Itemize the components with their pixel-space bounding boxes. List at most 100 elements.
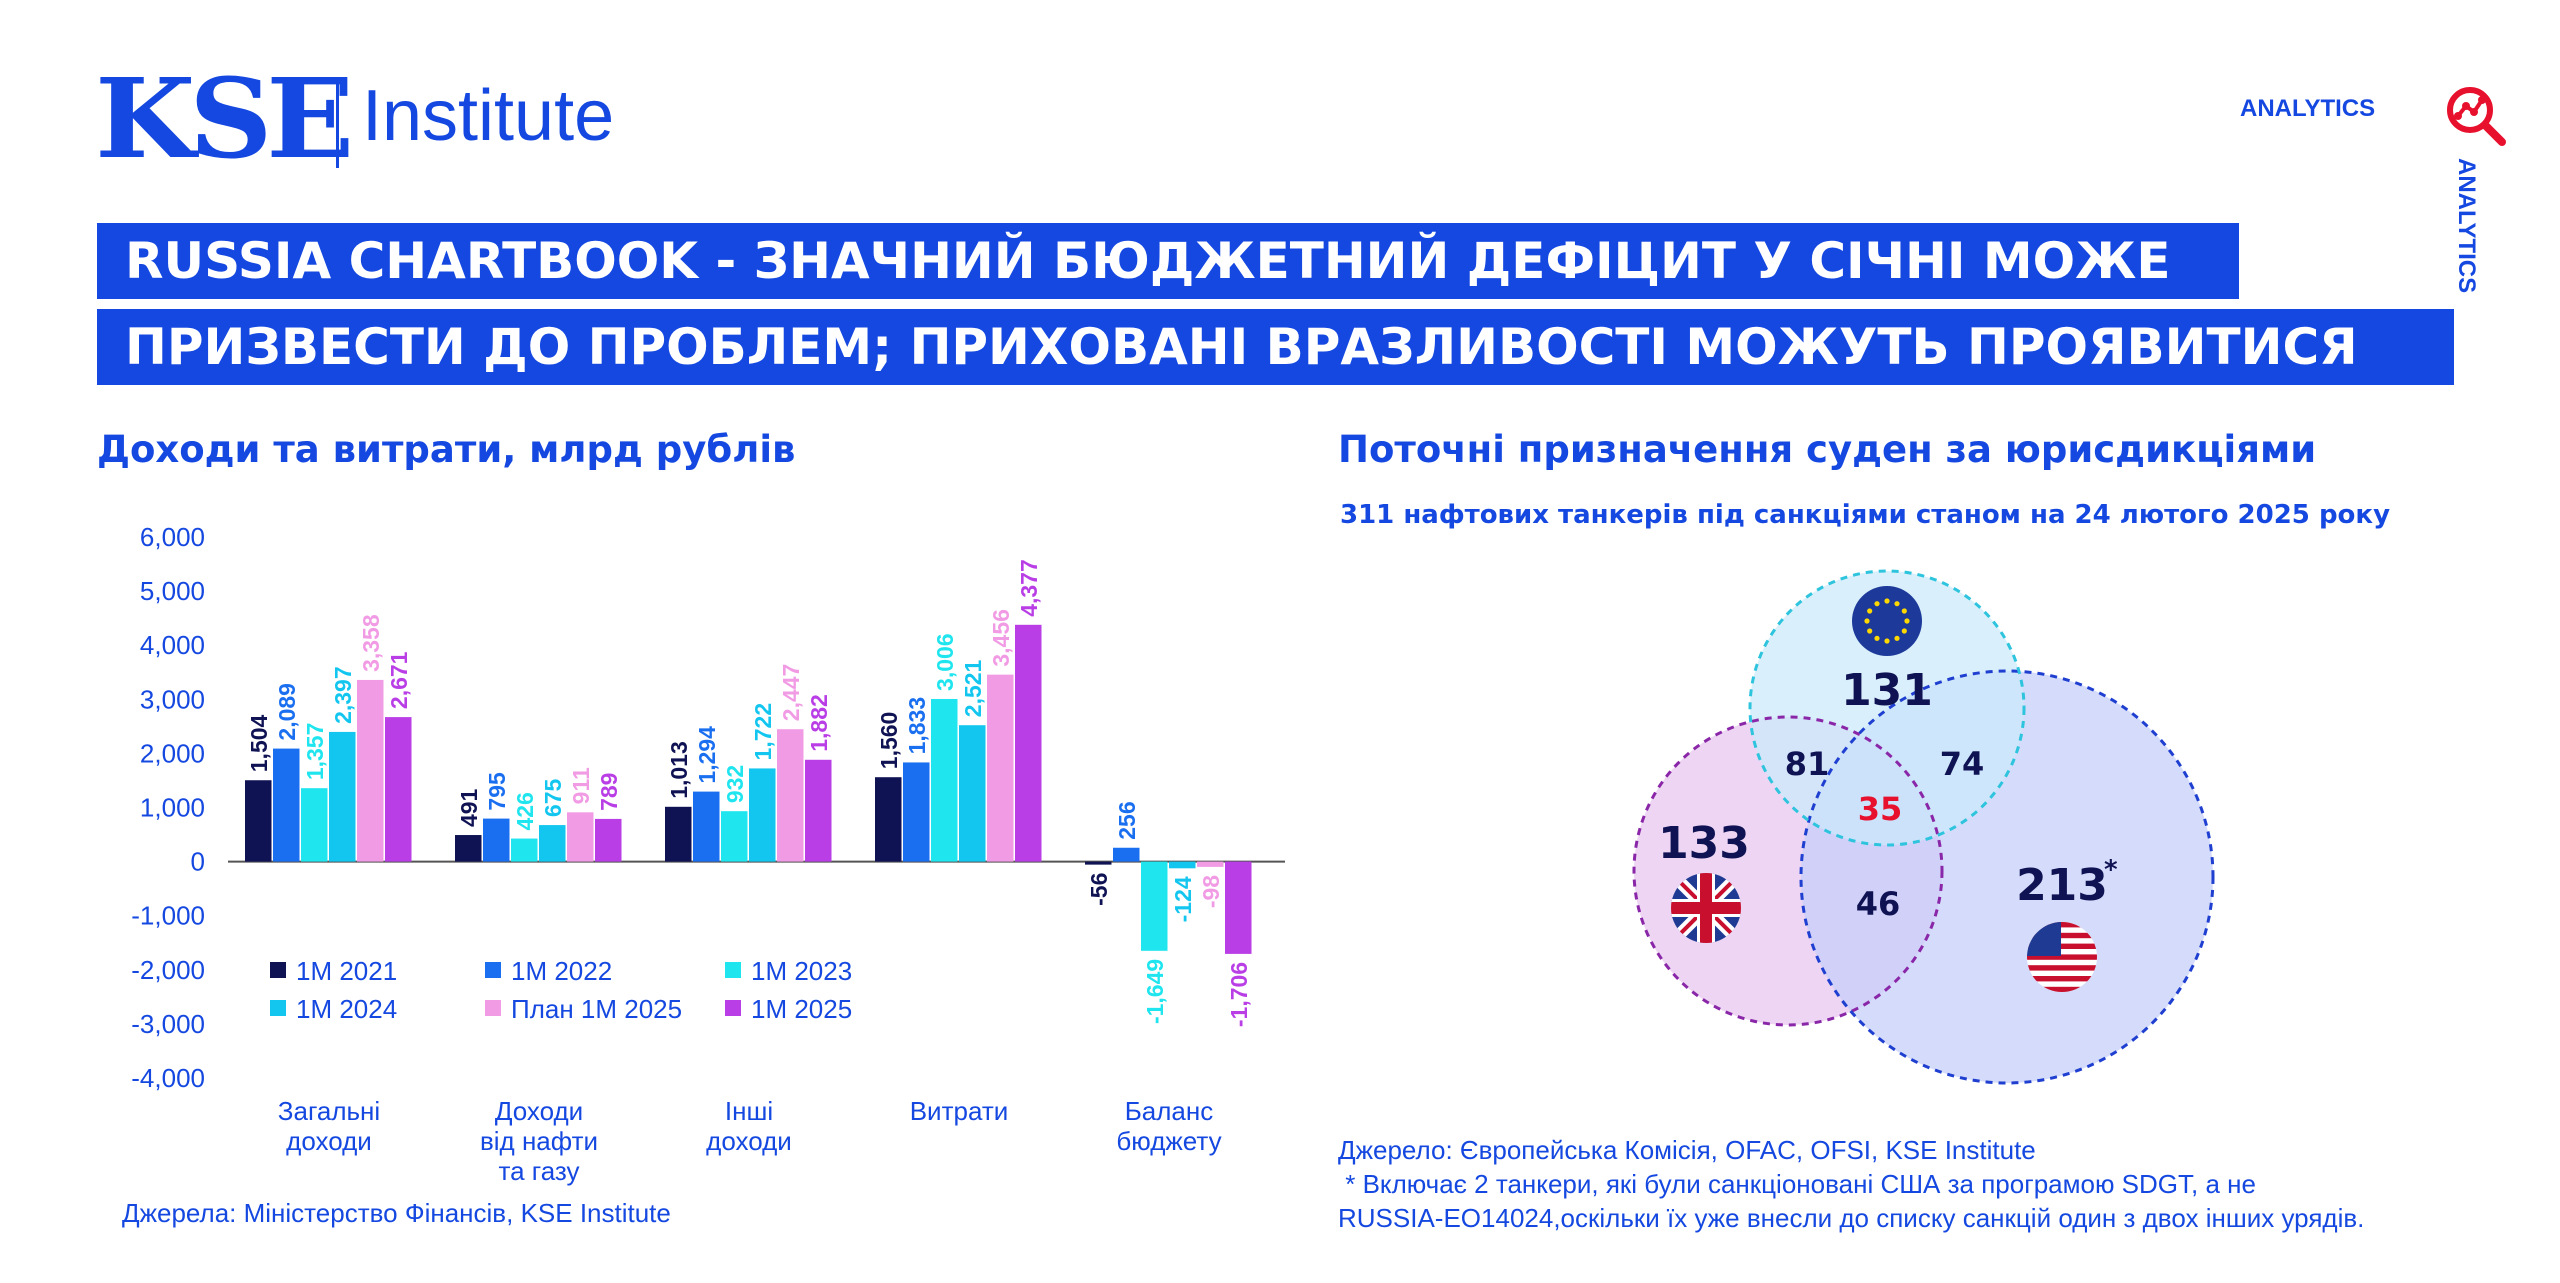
bar xyxy=(567,812,594,862)
bar xyxy=(385,717,412,862)
eu-flag-star xyxy=(1864,618,1870,624)
category-label: доходи xyxy=(286,1126,372,1156)
data-label: -98 xyxy=(1198,875,1224,908)
eu-flag-star xyxy=(1904,618,1910,624)
logo-divider xyxy=(336,80,339,168)
data-label: 932 xyxy=(722,765,748,803)
bar xyxy=(329,731,356,862)
category-label: Доходи xyxy=(495,1096,583,1126)
analytics-magnifier-icon xyxy=(2447,87,2506,146)
analytics-label: ANALYTICS xyxy=(2240,95,2376,122)
venn-us-count: 213 xyxy=(2016,860,2108,911)
venn-intersection-value: 81 xyxy=(1785,745,1830,783)
data-label: 491 xyxy=(456,788,482,827)
data-label: -1,649 xyxy=(1142,959,1168,1024)
y-tick-label: -4,000 xyxy=(131,1063,205,1093)
category-label: Баланс xyxy=(1125,1096,1214,1126)
eu-flag-star xyxy=(1884,598,1890,604)
venn-circle-eu xyxy=(1750,571,2024,845)
bar xyxy=(987,674,1014,862)
venn-subtitle: 311 нафтових танкерів під санкціями стан… xyxy=(1340,500,2391,530)
data-label: 4,377 xyxy=(1016,559,1042,617)
venn-chart-title: Поточні призначення суден за юрисдикціям… xyxy=(1338,428,2317,471)
venn-diagram: 131 133 213* 81 74 46 35 xyxy=(1632,569,2215,1085)
bar xyxy=(1113,847,1140,862)
legend-swatch xyxy=(725,1000,741,1016)
bar xyxy=(875,777,902,862)
venn-footnote-line: RUSSIA-EO14024,оскільки їх уже внесли до… xyxy=(1338,1203,2365,1233)
eu-flag-star xyxy=(1867,628,1873,634)
bar xyxy=(1197,861,1224,867)
data-label: -1,706 xyxy=(1226,962,1252,1027)
bar-chart-title: Доходи та витрати, млрд рублів xyxy=(97,428,796,471)
data-label: 2,521 xyxy=(960,659,986,717)
data-label: 426 xyxy=(512,792,538,830)
bar xyxy=(357,679,384,862)
venn-source-line: Джерело: Європейська Комісія, OFAC, OFSI… xyxy=(1338,1135,2036,1165)
bar xyxy=(1085,861,1112,865)
y-tick-label: -1,000 xyxy=(131,901,205,931)
y-tick-label: 6,000 xyxy=(140,522,205,552)
data-label: 2,397 xyxy=(330,666,356,724)
legend-swatch xyxy=(270,1000,286,1016)
category-label: та газу xyxy=(498,1156,579,1186)
venn-footnote-line: * Включає 2 танкери, які були санкціонов… xyxy=(1338,1169,2256,1199)
eu-flag-star xyxy=(1874,601,1880,607)
legend-swatch xyxy=(485,1000,501,1016)
bar xyxy=(959,725,986,862)
y-tick-label: 4,000 xyxy=(140,630,205,660)
y-tick-label: -3,000 xyxy=(131,1009,205,1039)
data-label: 1,357 xyxy=(302,723,328,781)
page-title-line-1: RUSSIA CHARTBOOK - ЗНАЧНИЙ БЮДЖЕТНИЙ ДЕФ… xyxy=(97,223,2239,299)
category-label: від нафти xyxy=(480,1126,598,1156)
bar xyxy=(301,788,328,862)
data-label: 2,671 xyxy=(386,651,412,709)
data-label: 1,882 xyxy=(806,694,832,752)
bar xyxy=(665,806,692,862)
eu-flag-disc xyxy=(1852,586,1922,656)
bar xyxy=(455,835,482,862)
category-label: Загальні xyxy=(278,1096,380,1126)
y-tick-label: 1,000 xyxy=(140,793,205,823)
data-label: 1,833 xyxy=(904,697,930,755)
y-tick-label: 0 xyxy=(191,847,205,877)
venn-source-notes: Джерело: Європейська Комісія, OFAC, OFSI… xyxy=(1338,1133,2364,1235)
category-label: доходи xyxy=(706,1126,792,1156)
bar xyxy=(483,818,510,862)
venn-circle-outline xyxy=(1748,569,2026,847)
data-label: 3,006 xyxy=(932,633,958,691)
bar xyxy=(777,729,804,862)
legend-label: План 1M 2025 xyxy=(511,994,682,1024)
venn-circle-outline xyxy=(1632,715,1944,1027)
data-label: -56 xyxy=(1086,873,1112,906)
bar xyxy=(595,818,622,862)
data-label: 1,722 xyxy=(750,703,776,761)
legend-swatch xyxy=(725,962,741,978)
kse-logo: KSE xyxy=(95,54,354,183)
data-label: 911 xyxy=(568,767,594,804)
data-label: 3,456 xyxy=(988,609,1014,667)
y-tick-label: -2,000 xyxy=(131,955,205,985)
venn-circle-outline xyxy=(1799,669,2215,1085)
eu-flag-star xyxy=(1901,608,1907,614)
logo-institute-text: Institute xyxy=(362,76,615,156)
data-label: 1,504 xyxy=(246,714,272,772)
bar xyxy=(539,825,566,862)
bar xyxy=(1141,861,1168,951)
bar xyxy=(903,762,930,862)
data-label: 789 xyxy=(596,773,622,811)
category-label: Витрати xyxy=(910,1096,1009,1126)
eu-flag-star xyxy=(1874,635,1880,641)
eu-flag-star xyxy=(1867,608,1873,614)
venn-intersection-value: 74 xyxy=(1940,745,1985,783)
legend-label: 1M 2022 xyxy=(511,956,612,986)
data-label: 2,089 xyxy=(274,683,300,741)
bar xyxy=(1225,861,1252,954)
venn-us-footnote-marker: * xyxy=(2104,855,2118,885)
category-label: Інші xyxy=(725,1096,773,1126)
bar xyxy=(693,791,720,862)
y-tick-label: 3,000 xyxy=(140,684,205,714)
legend-label: 1M 2023 xyxy=(751,956,852,986)
bar xyxy=(1169,861,1196,869)
